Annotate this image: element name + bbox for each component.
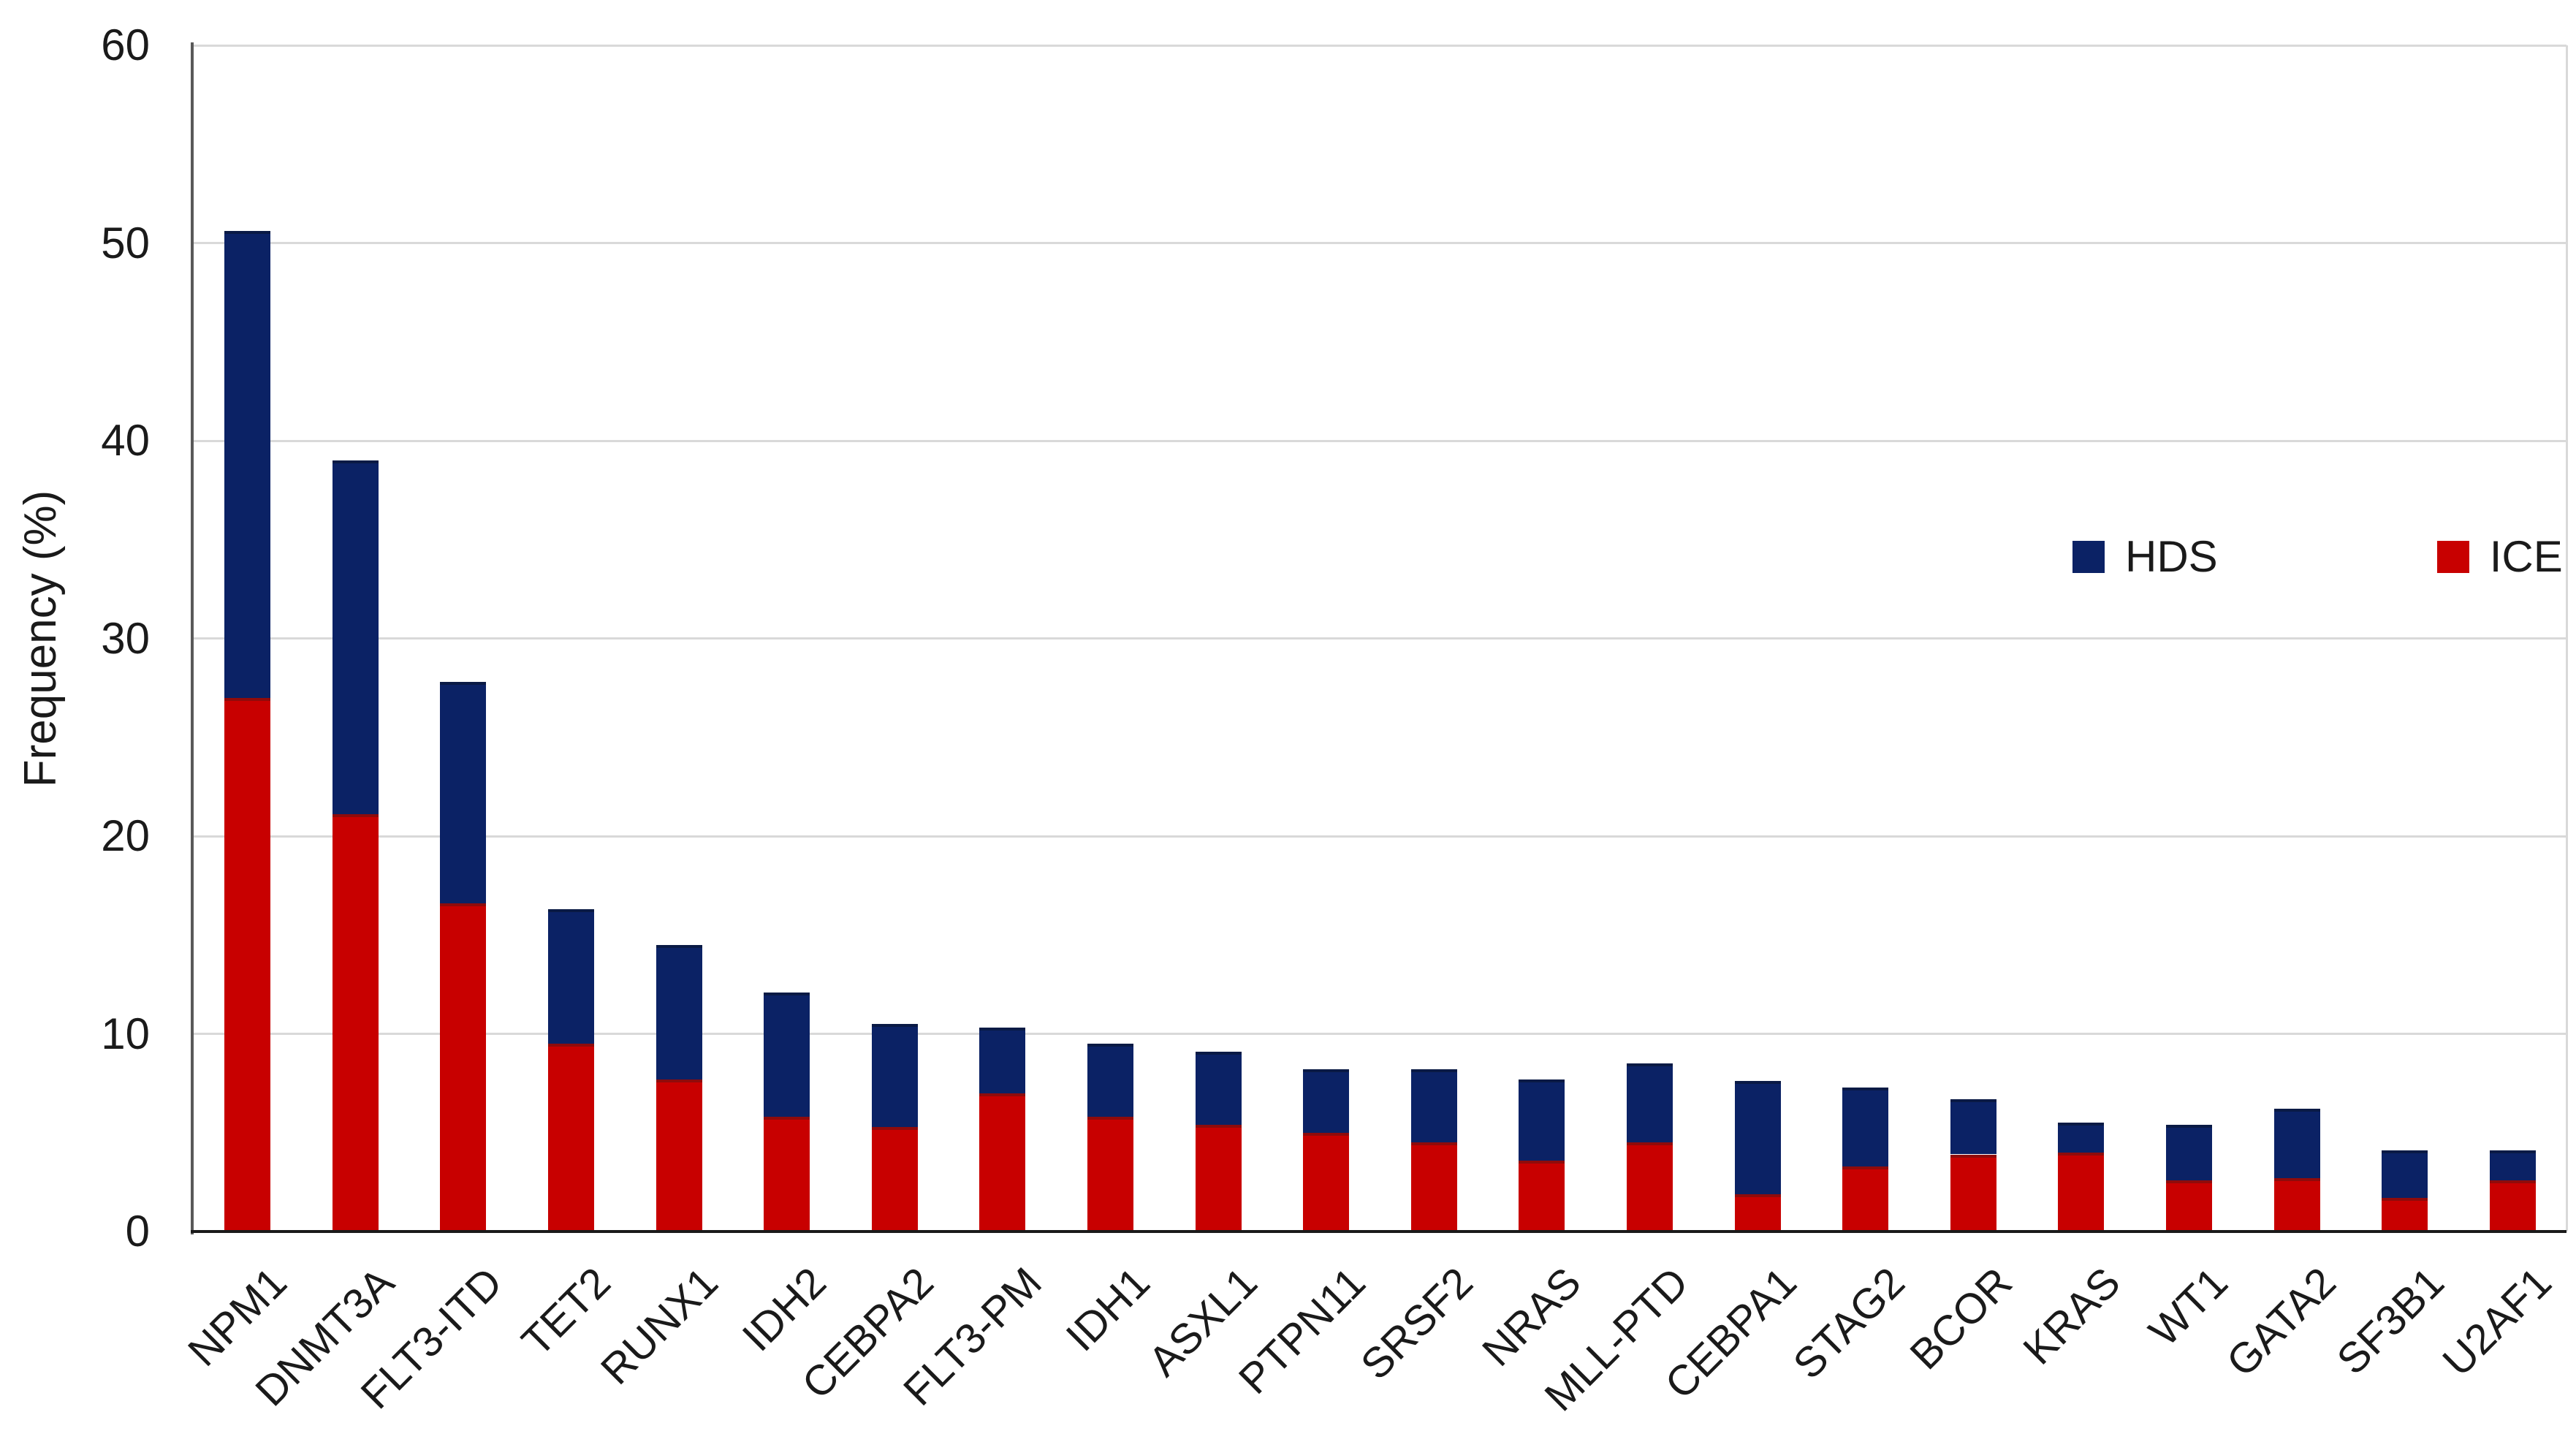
bar-segment-ice-nras [1519, 1160, 1565, 1232]
bar-segment-ice-wt1 [2165, 1180, 2212, 1232]
legend-item-ice: ICE [2436, 532, 2563, 581]
x-axis-label-srsf2: SRSF2 [1351, 1258, 1483, 1389]
bar-segment-hds-srsf2 [1410, 1069, 1457, 1143]
x-axis-line [191, 1230, 2566, 1233]
bar-segment-hds-flt3-itd [440, 682, 487, 903]
bar-segment-hds-cebpa2 [871, 1023, 918, 1127]
bar-segment-ice-srsf2 [1410, 1142, 1457, 1232]
x-axis-label-kras: KRAS [2014, 1258, 2129, 1374]
gridline-y-50 [194, 242, 2566, 244]
bar-segment-ice-idh2 [764, 1117, 810, 1232]
bar-segment-hds-asxl1 [1195, 1051, 1242, 1125]
gridline-y-20 [194, 835, 2566, 838]
bar-segment-ice-npm1 [224, 697, 271, 1232]
bar-segment-ice-tet2 [548, 1044, 595, 1232]
legend-label-hds: HDS [2125, 532, 2218, 581]
x-axis-label-wt1: WT1 [2140, 1258, 2238, 1356]
gridline-y-40 [194, 439, 2566, 442]
bar-segment-ice-asxl1 [1195, 1124, 1242, 1232]
y-tick-label-50: 50 [101, 218, 150, 267]
x-axis-label-sf3b1: SF3B1 [2328, 1258, 2453, 1384]
bar-segment-hds-idh2 [764, 992, 810, 1117]
bar-segment-ice-cebpa1 [1734, 1194, 1781, 1232]
bar-segment-ice-stag2 [1842, 1166, 1889, 1232]
bar-segment-ice-sf3b1 [2382, 1198, 2428, 1232]
bar-segment-hds-stag2 [1842, 1087, 1889, 1166]
y-tick-label-0: 0 [125, 1207, 150, 1256]
y-tick-label-20: 20 [101, 811, 150, 860]
x-axis-label-u2af1: U2AF1 [2433, 1258, 2561, 1386]
bar-segment-ice-flt3-itd [440, 903, 487, 1232]
bar-segment-ice-u2af1 [2489, 1180, 2536, 1232]
x-axis-label-idh2: IDH2 [733, 1258, 835, 1361]
hds-legend-swatch-icon [2072, 541, 2105, 573]
bar-segment-hds-ptpn11 [1303, 1069, 1350, 1133]
y-tick-label-40: 40 [101, 416, 150, 465]
x-axis-label-gata2: GATA2 [2217, 1258, 2345, 1386]
bar-segment-ice-idh1 [1087, 1117, 1134, 1232]
ice-legend-swatch-icon [2436, 541, 2469, 573]
bar-segment-hds-tet2 [548, 909, 595, 1044]
y-tick-label-30: 30 [101, 613, 150, 663]
bar-segment-hds-npm1 [224, 231, 271, 698]
bar-segment-hds-mll-ptd [1626, 1063, 1673, 1143]
bar-segment-hds-gata2 [2273, 1109, 2320, 1178]
gridline-y-30 [194, 637, 2566, 640]
x-axis-label-bcor: BCOR [1901, 1258, 2022, 1379]
bar-segment-hds-idh1 [1087, 1044, 1134, 1117]
x-axis-label-stag2: STAG2 [1784, 1258, 1914, 1389]
bar-segment-ice-dnmt3a [332, 814, 379, 1232]
bar-segment-hds-wt1 [2165, 1124, 2212, 1180]
legend-label-ice: ICE [2489, 532, 2563, 581]
bar-segment-ice-kras [2058, 1152, 2105, 1232]
bar-segment-hds-runx1 [656, 944, 702, 1079]
y-tick-label-60: 60 [101, 20, 150, 69]
bar-segment-ice-ptpn11 [1303, 1132, 1350, 1232]
gridline-y-60 [194, 44, 2566, 47]
bar-segment-ice-bcor [1950, 1154, 1996, 1232]
y-tick-label-10: 10 [101, 1009, 150, 1058]
bar-segment-hds-flt3-pm [979, 1028, 1026, 1093]
bar-segment-ice-cebpa2 [871, 1126, 918, 1232]
plot-right-border [2566, 45, 2568, 1232]
bar-segment-hds-cebpa1 [1734, 1081, 1781, 1194]
bar-segment-ice-mll-ptd [1626, 1142, 1673, 1232]
bar-segment-hds-dnmt3a [332, 460, 379, 815]
bar-segment-hds-bcor [1950, 1098, 1996, 1155]
bar-segment-ice-gata2 [2273, 1177, 2320, 1232]
bar-segment-ice-runx1 [656, 1079, 702, 1232]
bar-segment-hds-kras [2058, 1123, 2105, 1153]
legend: HDS ICE [2072, 534, 2563, 580]
bar-segment-hds-u2af1 [2489, 1150, 2536, 1180]
x-axis-label-runx1: RUNX1 [592, 1258, 727, 1394]
bar-segment-ice-flt3-pm [979, 1093, 1026, 1232]
y-axis-line [191, 42, 194, 1234]
legend-item-hds: HDS [2072, 534, 2218, 580]
bar-segment-hds-sf3b1 [2382, 1150, 2428, 1198]
bar-segment-hds-nras [1519, 1079, 1565, 1161]
x-axis-label-idh1: IDH1 [1056, 1258, 1159, 1361]
gridline-y-10 [194, 1033, 2566, 1035]
